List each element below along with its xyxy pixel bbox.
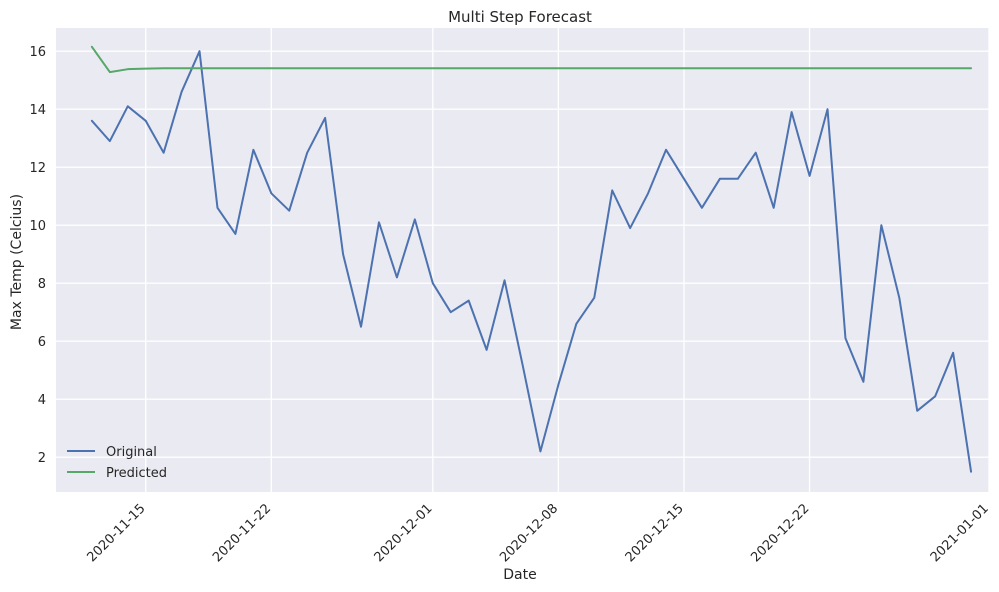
series-lines: [90, 45, 973, 473]
y-tick-label: 4: [38, 393, 46, 408]
y-tick-label: 14: [29, 103, 46, 118]
x-tick-label: 2021-01-01: [928, 501, 992, 565]
x-tick-label: 2020-12-08: [497, 501, 561, 565]
y-tick-label: 12: [29, 161, 46, 176]
series-line-original: [90, 50, 973, 473]
series-line-predicted: [90, 45, 973, 74]
x-axis-title: Date: [503, 567, 536, 583]
y-tick-labels: 2 4 6 8 10 12 14 16: [29, 45, 46, 466]
y-tick-label: 6: [38, 335, 46, 350]
y-tick-label: 10: [29, 219, 46, 234]
x-tick-label: 2020-12-15: [623, 501, 687, 565]
y-axis-title: Max Temp (Celcius): [9, 194, 25, 330]
y-tick-label: 2: [38, 451, 46, 466]
legend: Original Predicted: [67, 445, 167, 481]
x-tick-label: 2020-12-22: [748, 501, 812, 565]
x-tick-label: 2020-11-22: [210, 501, 274, 565]
legend-label-original: Original: [106, 445, 157, 460]
x-tick-label: 2020-11-15: [85, 501, 149, 565]
x-tick-label: 2020-12-01: [372, 501, 436, 565]
y-gridlines: [56, 50, 989, 458]
y-tick-label: 8: [38, 277, 46, 292]
legend-label-predicted: Predicted: [106, 466, 167, 481]
chart-title: Multi Step Forecast: [448, 8, 592, 26]
plot-background: [56, 28, 989, 492]
y-tick-label: 16: [29, 45, 46, 60]
x-gridlines: [145, 28, 990, 492]
x-tick-labels: 2020-11-15 2020-11-22 2020-12-01 2020-12-08…: [85, 501, 992, 565]
